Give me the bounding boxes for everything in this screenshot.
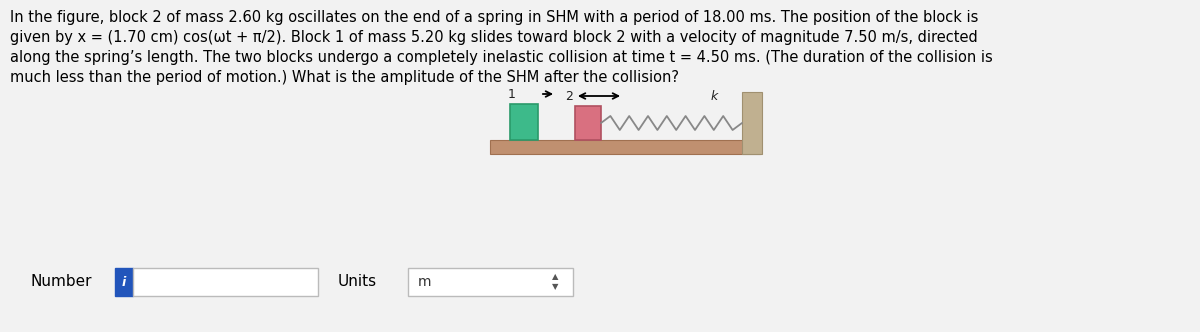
Text: much less than the period of motion.) What is the amplitude of the SHM after the: much less than the period of motion.) Wh… bbox=[10, 70, 679, 85]
Bar bbox=[408, 268, 574, 296]
Bar bbox=[490, 140, 760, 154]
Text: i: i bbox=[122, 276, 126, 289]
Text: In the figure, block 2 of mass 2.60 kg oscillates on the end of a spring in SHM : In the figure, block 2 of mass 2.60 kg o… bbox=[10, 10, 978, 25]
Text: 1: 1 bbox=[508, 88, 516, 101]
Bar bbox=[510, 104, 538, 140]
Text: Number: Number bbox=[30, 275, 91, 290]
Bar bbox=[742, 92, 762, 154]
Bar bbox=[575, 106, 601, 140]
Bar bbox=[115, 268, 133, 296]
Text: 2: 2 bbox=[565, 90, 574, 103]
Text: m: m bbox=[418, 275, 432, 289]
Bar bbox=[133, 268, 318, 296]
Text: Units: Units bbox=[338, 275, 377, 290]
Text: ▼: ▼ bbox=[552, 283, 558, 291]
Text: ▲: ▲ bbox=[552, 273, 558, 282]
Text: given by x = (1.70 cm) cos(ωt + π/2). Block 1 of mass 5.20 kg slides toward bloc: given by x = (1.70 cm) cos(ωt + π/2). Bl… bbox=[10, 30, 978, 45]
Text: k: k bbox=[710, 90, 718, 103]
Text: along the spring’s length. The two blocks undergo a completely inelastic collisi: along the spring’s length. The two block… bbox=[10, 50, 992, 65]
